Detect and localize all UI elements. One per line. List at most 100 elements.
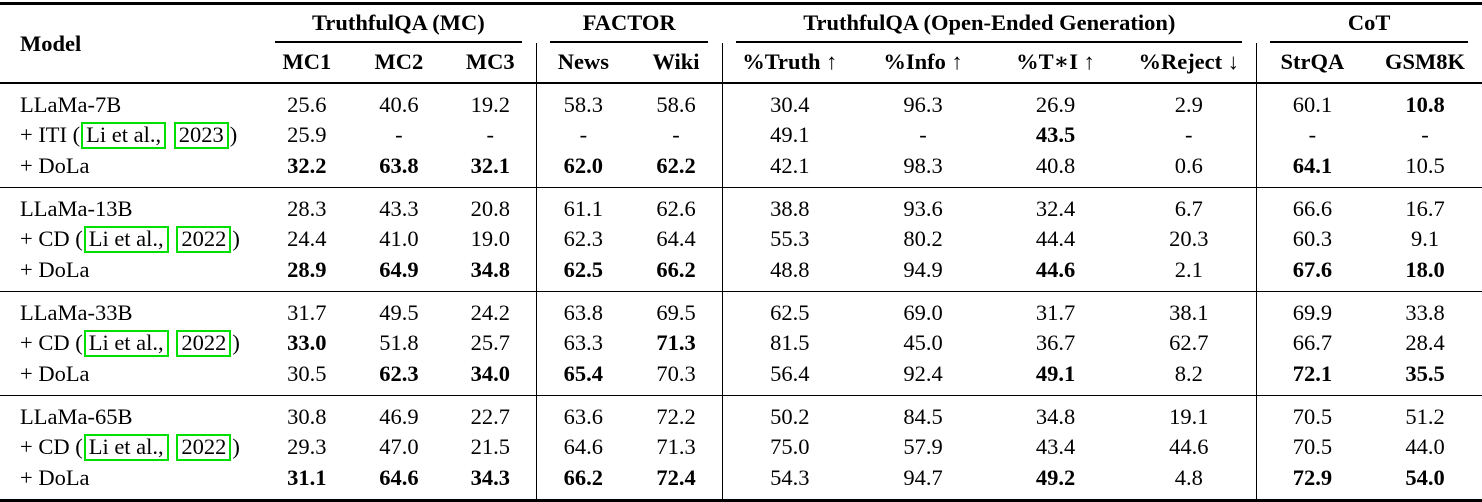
value-cell: 65.4 bbox=[563, 360, 604, 386]
value-cell: 25.9 bbox=[287, 122, 327, 148]
group-label-truthfulqa-open-ended: TruthfulQA (Open-Ended Generation) bbox=[736, 5, 1243, 43]
citation-year-link[interactable]: 2022 bbox=[176, 329, 232, 357]
value-cell: 34.3 bbox=[444, 462, 537, 501]
value-cell: 63.6 bbox=[563, 403, 604, 429]
group-header-row: Model TruthfulQA (MC) FACTOR TruthfulQA … bbox=[0, 4, 1482, 56]
value-cell: 47.0 bbox=[379, 434, 419, 460]
citation-link[interactable]: Li et al., bbox=[83, 433, 169, 461]
citation-year-link[interactable]: 2022 bbox=[176, 225, 232, 253]
value-cell: 67.6 bbox=[1292, 256, 1333, 282]
value-cell: 71.3 bbox=[630, 431, 723, 463]
value-cell: 19.0 bbox=[444, 223, 537, 255]
citation-link[interactable]: Li et al., bbox=[81, 122, 167, 149]
value-cell: 35.5 bbox=[1405, 360, 1445, 386]
value-cell: 57.9 bbox=[903, 434, 943, 460]
value-cell: 40.8 bbox=[1035, 152, 1076, 178]
value-cell: 70.5 bbox=[1292, 403, 1333, 429]
value-cell: 62.0 bbox=[563, 152, 604, 178]
value-cell: 70.5 bbox=[1292, 434, 1333, 460]
table-header: Model TruthfulQA (MC) FACTOR TruthfulQA … bbox=[0, 4, 1482, 83]
value-cell: 16.7 bbox=[1405, 195, 1445, 221]
value-cell: 72.9 bbox=[1292, 464, 1333, 490]
model-name-cell: + CD (Li et al., 2022) bbox=[20, 329, 240, 357]
value-cell: 20.8 bbox=[444, 187, 537, 224]
citation-year-link[interactable]: 2023 bbox=[173, 122, 229, 149]
value-cell: 25.6 bbox=[287, 92, 327, 117]
citation-year-link[interactable]: 2022 bbox=[176, 433, 232, 461]
value-cell: 19.2 bbox=[444, 83, 537, 120]
value-cell: 58.6 bbox=[630, 83, 723, 120]
value-cell: 49.1 bbox=[1035, 360, 1076, 386]
value-cell: 6.7 bbox=[1121, 187, 1257, 224]
model-name-cell: + DoLa bbox=[20, 152, 90, 178]
table-row: LLaMa-65B 30.8 46.9 22.7 63.6 72.2 50.2 84.5 34.… bbox=[0, 395, 1482, 432]
value-cell: - bbox=[1421, 122, 1429, 148]
value-cell: 94.7 bbox=[903, 464, 943, 490]
value-cell: 0.6 bbox=[1121, 150, 1257, 188]
value-cell: 56.4 bbox=[770, 360, 810, 386]
value-cell: 64.6 bbox=[379, 464, 419, 490]
value-cell: 84.5 bbox=[903, 403, 943, 429]
value-cell: 30.4 bbox=[770, 92, 810, 117]
value-cell: 55.3 bbox=[770, 226, 810, 252]
table-row: LLaMa-33B 31.7 49.5 24.2 63.8 69.5 62.5 69.0 31.… bbox=[0, 291, 1482, 328]
value-cell: 21.5 bbox=[444, 431, 537, 463]
value-cell: 29.3 bbox=[287, 434, 327, 460]
model-block-2: LLaMa-33B 31.7 49.5 24.2 63.8 69.5 62.5 69.0 31.… bbox=[0, 291, 1482, 396]
value-cell: 2.9 bbox=[1121, 83, 1257, 120]
col-header-mc2: MC2 bbox=[374, 49, 424, 74]
value-cell: 48.8 bbox=[770, 256, 810, 282]
value-cell: 40.6 bbox=[379, 92, 419, 117]
value-cell: 32.2 bbox=[287, 152, 327, 178]
value-cell: 34.0 bbox=[444, 358, 537, 396]
table-row: + ITI (Li et al., 2023) 25.9 - - - - 49.1 - 43.5… bbox=[0, 120, 1482, 151]
group-label-cot: CoT bbox=[1270, 5, 1468, 43]
table-row: + DoLa 30.5 62.3 34.0 65.4 70.3 56.4 92.4 49.1 8.… bbox=[0, 358, 1482, 396]
table-row: LLaMa-13B 28.3 43.3 20.8 61.1 62.6 38.8 93.6 32.… bbox=[0, 187, 1482, 224]
value-cell: 63.8 bbox=[379, 152, 419, 178]
value-cell: 49.2 bbox=[1035, 464, 1076, 490]
value-cell: 45.0 bbox=[903, 330, 943, 356]
value-cell: 24.4 bbox=[287, 226, 327, 252]
value-cell: 44.0 bbox=[1405, 434, 1445, 460]
value-cell: 51.2 bbox=[1405, 403, 1445, 429]
value-cell: 31.1 bbox=[287, 464, 327, 490]
value-cell: 66.7 bbox=[1292, 330, 1333, 356]
value-cell: 26.9 bbox=[1035, 92, 1076, 117]
table-row: + DoLa 31.1 64.6 34.3 66.2 72.4 54.3 94.7 49.2 4.… bbox=[0, 462, 1482, 501]
value-cell: 60.1 bbox=[1292, 92, 1333, 117]
value-cell: 62.5 bbox=[563, 256, 604, 282]
citation-link[interactable]: Li et al., bbox=[83, 329, 169, 357]
value-cell: 44.6 bbox=[1035, 256, 1076, 282]
value-cell: 24.2 bbox=[444, 291, 537, 328]
col-header-strqa: StrQA bbox=[1280, 49, 1345, 74]
value-cell: 64.9 bbox=[379, 256, 419, 282]
value-cell: 93.6 bbox=[903, 195, 943, 221]
value-cell: 38.1 bbox=[1121, 291, 1257, 328]
table-row: + CD (Li et al., 2022) 24.4 41.0 19.0 62.3 64… bbox=[0, 223, 1482, 255]
value-cell: 62.3 bbox=[379, 360, 419, 386]
value-cell: 41.0 bbox=[379, 226, 419, 252]
value-cell: 44.4 bbox=[1035, 226, 1076, 252]
value-cell: 62.3 bbox=[563, 226, 604, 252]
citation-link[interactable]: Li et al., bbox=[83, 225, 169, 253]
value-cell: 94.9 bbox=[903, 256, 943, 282]
value-cell: 51.8 bbox=[379, 330, 419, 356]
model-name-cell: LLaMa-13B bbox=[20, 195, 133, 221]
value-cell: 69.9 bbox=[1292, 299, 1333, 325]
model-name-cell: + CD (Li et al., 2022) bbox=[20, 225, 240, 253]
col-header-wiki: Wiki bbox=[630, 43, 723, 83]
value-cell: 58.3 bbox=[563, 92, 604, 117]
model-column-header: Model bbox=[20, 30, 82, 56]
value-cell: - bbox=[1121, 120, 1257, 151]
value-cell: 64.4 bbox=[630, 223, 723, 255]
value-cell: - bbox=[444, 120, 537, 151]
table-row: LLaMa-7B 25.6 40.6 19.2 58.3 58.6 30.4 96.3 26.9… bbox=[0, 83, 1482, 120]
model-name-cell: LLaMa-7B bbox=[20, 92, 122, 117]
model-name-cell: LLaMa-33B bbox=[20, 299, 133, 325]
value-cell: 75.0 bbox=[770, 434, 810, 460]
value-cell: - bbox=[579, 122, 588, 148]
value-cell: 49.1 bbox=[770, 122, 810, 148]
value-cell: 62.2 bbox=[630, 150, 723, 188]
